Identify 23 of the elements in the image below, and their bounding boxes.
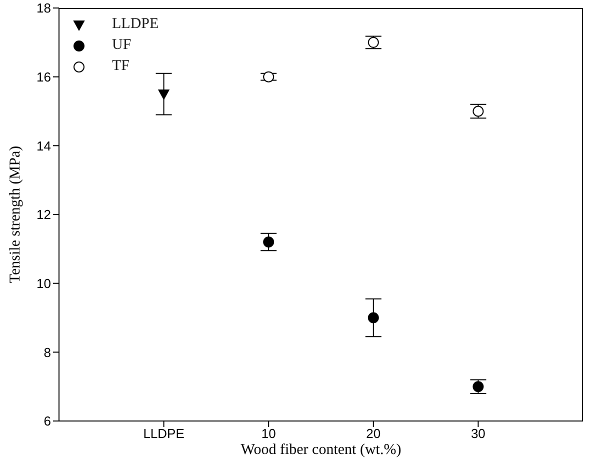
point — [472, 381, 484, 392]
point — [368, 36, 379, 48]
point — [263, 236, 274, 248]
x-tick-label: 20 — [366, 426, 381, 442]
y-tick-label: 18 — [36, 0, 51, 16]
x-tick-label: 10 — [261, 426, 276, 442]
y-tick-label: 14 — [36, 138, 51, 154]
y-axis-title: Tensile strength (MPa) — [7, 146, 24, 284]
y-tick-label: 6 — [44, 414, 51, 429]
legend-label: TF — [112, 58, 130, 75]
legend-label: UF — [112, 37, 132, 54]
x-tick-label: LLDPE — [143, 426, 185, 442]
legend-label: LLDPE — [112, 16, 159, 33]
point — [263, 71, 274, 82]
x-tick-label: 30 — [470, 426, 486, 442]
point — [368, 312, 379, 324]
y-tick-label: 8 — [44, 344, 51, 360]
x-axis-title: Wood fiber content (wt.%) — [240, 442, 402, 458]
y-tick-label: 10 — [36, 276, 51, 291]
point — [472, 106, 484, 117]
y-tick-label: 12 — [36, 207, 51, 222]
point — [158, 90, 170, 100]
y-tick-label: 16 — [36, 69, 51, 84]
